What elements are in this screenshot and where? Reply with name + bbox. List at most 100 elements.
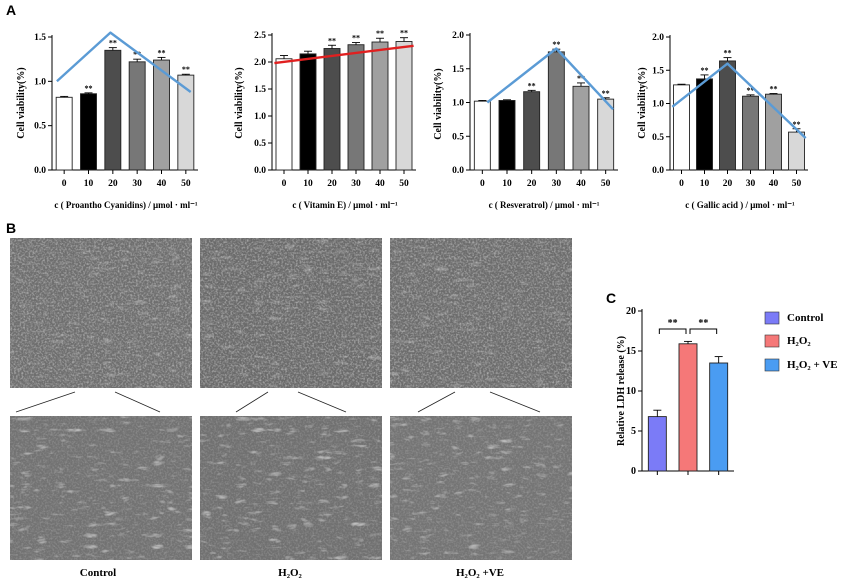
chart3-significance-label: ** (747, 86, 755, 95)
chart0-significance-label: ** (182, 65, 190, 74)
micrograph-control-low (10, 238, 192, 388)
chart3-y-tick-label: 0.0 (652, 166, 664, 176)
legend-swatch (764, 334, 780, 348)
chart2-significance-label: ** (602, 89, 610, 98)
chart2-bar (547, 51, 565, 171)
chart0-y-tick-label: 0.5 (34, 122, 46, 132)
micrograph-h2o2-ve-high (390, 416, 572, 560)
chart1-x-tick-label: 50 (399, 179, 409, 189)
micrograph-label-h2o2-ve: H₂O₂ +VE (456, 567, 504, 579)
micrograph-h2o2-low (200, 238, 382, 388)
chart3-x-tick-label: 20 (723, 179, 733, 189)
chart2-x-tick-label: 10 (502, 179, 512, 189)
chart0-x-tick-label: 50 (181, 179, 191, 189)
chart2-xlabel: c ( Resveratrol) / μmol · ml⁻¹ (489, 200, 600, 210)
chart-resveratrol: Cell viability(%) c ( Resveratrol) / μmo… (433, 31, 618, 210)
chart1-y-tick-label: 2.5 (254, 31, 266, 41)
chart3-x-tick-label: 50 (792, 179, 802, 189)
chart4-significance-bracket (689, 328, 718, 334)
chart4-y-tick-label: 5 (631, 426, 636, 437)
chart3-significance-label: ** (701, 66, 709, 75)
chart0-x-tick-label: 20 (108, 179, 118, 189)
chart3-y-tick-label: 2.0 (652, 33, 664, 43)
chart1-x-tick-label: 0 (282, 179, 287, 189)
chart1-bar (323, 48, 341, 171)
chart0-ylabel: Cell viability(%) (16, 67, 27, 138)
chart4-bar (678, 343, 698, 472)
chart-ldh-release: Relative LDH release (%) 0 5 10 15 20 ** ** (616, 306, 734, 477)
chart0-x-tick-label: 10 (84, 179, 94, 189)
legend-swatch (764, 311, 780, 325)
chart3-y-tick-label: 0.5 (652, 133, 664, 143)
chart3-y-tick-label: 1.0 (652, 100, 664, 110)
chart3-significance-label: ** (724, 49, 732, 58)
chart2-y-tick-label: 0.5 (452, 132, 464, 142)
chart-vitamin-e: Cell viability(%) c ( Vitamin E) / μmol … (234, 29, 416, 210)
chart3-xlabel: c ( Gallic acid ) / μmol · ml⁻¹ (685, 200, 795, 210)
chart2-x-tick-label: 40 (576, 179, 586, 189)
micrograph-h2o2-ve-low (390, 238, 572, 388)
chart0-bar (55, 96, 73, 171)
chart2-x-tick-label: 20 (527, 179, 537, 189)
chart3-x-tick-label: 0 (679, 179, 684, 189)
chart2-y-tick-label: 0.0 (452, 166, 464, 176)
chart2-bar (498, 100, 516, 171)
chart0-significance-label: ** (85, 84, 93, 93)
chart2-y-tick-label: 2.0 (452, 31, 464, 41)
chart2-bar (572, 85, 590, 171)
chart3-bar (673, 84, 690, 171)
legend-label: H₂O₂ + VE (787, 359, 838, 371)
chart2-significance-label: ** (528, 81, 536, 90)
chart1-x-tick-label: 20 (327, 179, 337, 189)
chart3-x-tick-label: 40 (769, 179, 779, 189)
chart2-x-tick-label: 0 (480, 179, 485, 189)
chart1-x-tick-label: 10 (303, 179, 313, 189)
chart1-bar (395, 41, 413, 171)
chart3-trend-line (671, 62, 807, 139)
chart-gallic-acid: Cell viability(%) c ( Gallic acid ) / μm… (637, 33, 808, 210)
chart2-ylabel: Cell viability(%) (433, 68, 444, 139)
chart0-y-tick-label: 0.0 (34, 166, 46, 176)
chart2-trend-line (486, 47, 614, 111)
chart0-x-tick-label: 40 (157, 179, 167, 189)
chart0-bar (153, 59, 170, 171)
chart0-significance-label: ** (158, 48, 166, 57)
chart1-significance-label: ** (400, 29, 408, 38)
chart3-bar (765, 93, 782, 171)
chart2-significance-label: ** (577, 74, 585, 83)
chart1-significance-label: ** (328, 36, 336, 45)
ldh-legend: Control H₂O₂ H₂O₂ + VE (764, 311, 838, 372)
chart1-xlabel: c ( Vitamin E) / μmol · ml⁻¹ (292, 200, 398, 210)
chart4-bar (647, 416, 667, 472)
chart2-bar (523, 91, 541, 171)
chart0-y-tick-label: 1.0 (34, 77, 46, 87)
chart1-y-tick-label: 1.0 (254, 112, 266, 122)
chart4-y-tick-label: 10 (626, 386, 636, 397)
legend-swatch (764, 358, 780, 372)
chart4-significance-bracket (658, 328, 687, 334)
chart3-bar (742, 95, 759, 171)
chart1-y-tick-label: 0.0 (254, 166, 266, 176)
chart1-significance-label: ** (376, 29, 384, 38)
legend-label: Control (787, 312, 823, 324)
chart3-y-tick-label: 1.5 (652, 66, 664, 76)
chart4-bracket-label: ** (698, 318, 708, 329)
chart2-bar (597, 98, 615, 171)
chart3-x-tick-label: 30 (746, 179, 756, 189)
chart2-x-tick-label: 30 (552, 179, 562, 189)
chart3-bar (719, 60, 736, 171)
chart0-bar (104, 49, 122, 171)
chart1-bar (275, 58, 293, 171)
chart-proantho-cyanidins: Cell viability(%) c ( Proantho Cyanidins… (16, 31, 198, 210)
chart0-xlabel: c ( Proantho Cyanidins) / μmol · ml⁻¹ (54, 200, 197, 210)
chart3-bar (696, 78, 713, 171)
chart3-significance-label: ** (770, 85, 778, 94)
panel-label-a: A (6, 2, 16, 18)
chart4-bar (709, 362, 729, 472)
chart0-bar (80, 93, 97, 171)
chart3-significance-label: ** (793, 120, 801, 129)
chart1-bar (347, 44, 365, 171)
chart0-x-tick-label: 30 (132, 179, 142, 189)
chart0-bar (128, 61, 146, 171)
